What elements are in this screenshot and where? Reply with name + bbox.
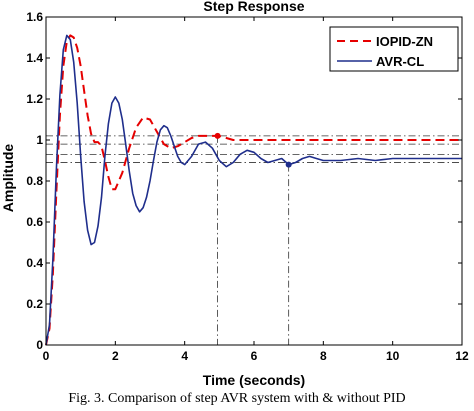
series-line-iopid-zn <box>45 34 462 346</box>
y-tick-label: 1.4 <box>26 51 43 65</box>
y-axis-label: Amplitude <box>0 144 16 213</box>
x-axis-label: Time (seconds) <box>203 372 305 388</box>
axis-ticks: 0 2 4 6 8 10 12 0 0.2 0.4 0.6 0.8 1 1.2 1.4 1.6 <box>26 10 469 363</box>
y-tick-label: 0 <box>36 338 43 352</box>
x-tick-label: 6 <box>251 349 258 363</box>
legend-box <box>329 26 459 72</box>
legend: IOPID-ZN AVR-CL <box>329 26 459 72</box>
x-tick-label: 0 <box>43 349 50 363</box>
legend-label-iopid-zn: IOPID-ZN <box>376 34 433 49</box>
plot-content <box>45 34 462 346</box>
step-response-chart: 0 2 4 6 8 10 12 0 0.2 0.4 0.6 0.8 1 1.2 1.4 1.6 Step Re… <box>0 0 469 388</box>
y-tick-label: 1 <box>36 133 43 147</box>
x-tick-label: 2 <box>112 349 119 363</box>
x-tick-label: 8 <box>320 349 327 363</box>
y-tick-label: 1.6 <box>26 10 43 24</box>
series-line-avr-cl <box>45 34 462 346</box>
x-tick-label: 10 <box>386 349 400 363</box>
x-tick-label: 4 <box>181 349 188 363</box>
marker-iopid-zn <box>214 132 221 139</box>
y-tick-label: 0.4 <box>26 256 43 270</box>
y-tick-label: 0.2 <box>26 297 43 311</box>
y-tick-label: 0.6 <box>26 215 43 229</box>
marker-avr-cl <box>285 161 292 168</box>
legend-label-avr-cl: AVR-CL <box>376 54 424 69</box>
x-tick-label: 12 <box>455 349 469 363</box>
y-tick-label: 0.8 <box>26 174 43 188</box>
figure-caption: Fig. 3. Comparison of step AVR system wi… <box>68 391 406 406</box>
y-tick-label: 1.2 <box>26 92 43 106</box>
chart-title: Step Response <box>203 0 304 14</box>
